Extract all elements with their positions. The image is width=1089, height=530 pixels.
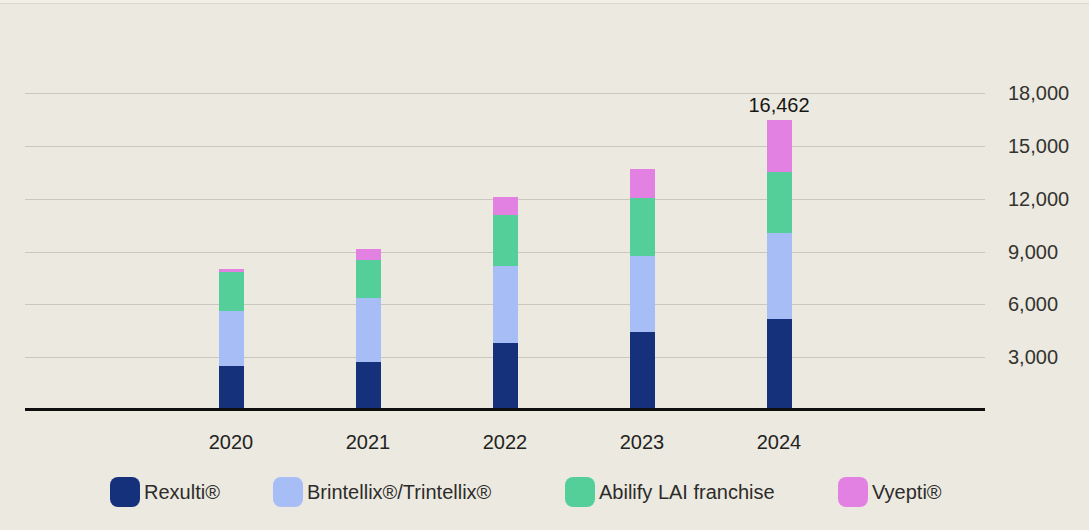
- legend-swatch: [110, 477, 140, 507]
- bar-segment: [219, 272, 244, 312]
- bar-segment: [630, 332, 655, 410]
- x-axis-tick-label: 2020: [171, 429, 291, 455]
- bar-segment: [356, 260, 381, 299]
- bar-segment: [356, 298, 381, 362]
- bar-segment: [493, 215, 518, 267]
- bar-segment: [630, 198, 655, 255]
- legend-swatch: [565, 477, 595, 507]
- x-axis-tick-label: 2023: [582, 429, 702, 455]
- bar-segment: [767, 172, 792, 232]
- legend-item: Vyepti®: [838, 477, 942, 507]
- legend-item: Abilify LAI franchise: [565, 477, 775, 507]
- y-axis-tick-label: 9,000: [1008, 239, 1088, 265]
- stacked-revenue-chart: 3,000 6,000 9,000 12,000 15,000 18,000 2020 202…: [0, 0, 1089, 530]
- bar-segment: [630, 169, 655, 198]
- legend-item-label: Rexulti®: [144, 477, 220, 507]
- bar-segment: [493, 266, 518, 342]
- total-value-label: 16,462: [709, 93, 849, 117]
- x-axis-tick-label: 2021: [308, 429, 428, 455]
- x-axis-tick-label: 2024: [719, 429, 839, 455]
- top-divider: [0, 3, 1089, 4]
- legend-item-label: Abilify LAI franchise: [599, 477, 775, 507]
- gridline: [25, 146, 985, 147]
- bar-segment: [493, 343, 518, 410]
- bar-segment: [356, 362, 381, 410]
- bar-segment: [219, 311, 244, 366]
- y-axis-tick-label: 18,000: [1008, 80, 1088, 106]
- bar-segment: [219, 366, 244, 410]
- bar-segment: [356, 249, 381, 260]
- y-axis-tick-label: 3,000: [1008, 344, 1088, 370]
- y-axis-tick-label: 15,000: [1008, 133, 1088, 159]
- bar-segment: [219, 269, 244, 272]
- legend-item-label: Brintellix®/Trintellix®: [307, 477, 491, 507]
- legend-swatch: [273, 477, 303, 507]
- y-axis-tick-label: 12,000: [1008, 186, 1088, 212]
- legend-swatch: [838, 477, 868, 507]
- x-axis-tick-label: 2022: [445, 429, 565, 455]
- legend-item-label: Vyepti®: [872, 477, 942, 507]
- bar-segment: [630, 256, 655, 332]
- legend-item: Brintellix®/Trintellix®: [273, 477, 491, 507]
- y-axis-tick-label: 6,000: [1008, 291, 1088, 317]
- bar-segment: [767, 120, 792, 172]
- legend-item: Rexulti®: [110, 477, 220, 507]
- bar-segment: [493, 197, 518, 215]
- bar-segment: [767, 319, 792, 410]
- bar-segment: [767, 233, 792, 319]
- x-axis-line: [25, 408, 985, 411]
